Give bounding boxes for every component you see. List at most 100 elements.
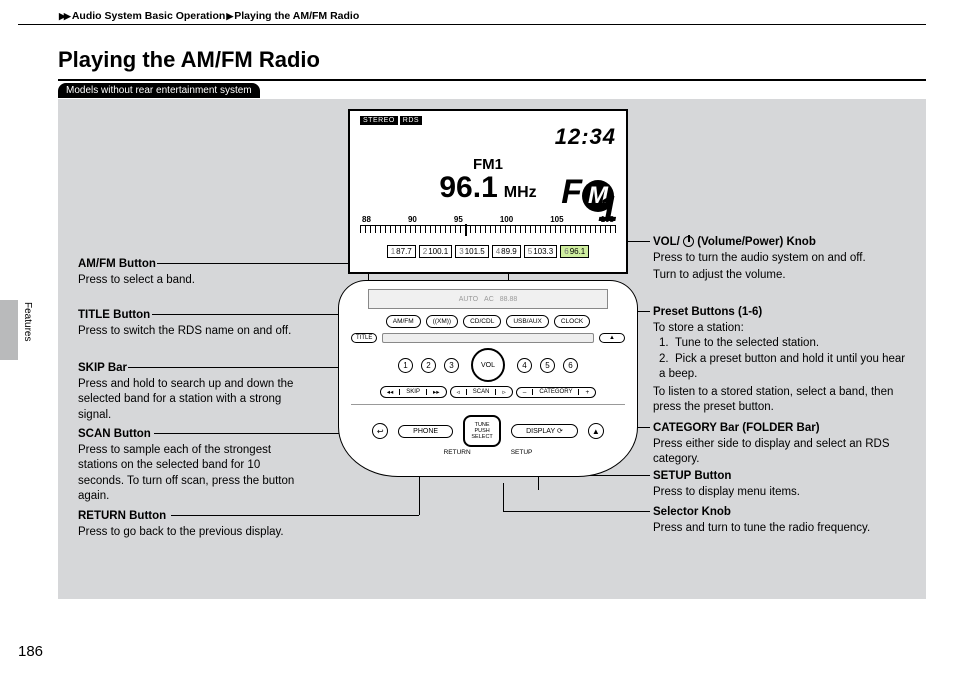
volume-knob[interactable]: VOL xyxy=(471,348,505,382)
frequency-dial: 889095100105108 xyxy=(360,215,616,239)
eject-button[interactable]: ▲ xyxy=(599,333,625,343)
preset-5-button[interactable]: 5 xyxy=(540,358,555,373)
radio-unit: STEREORDS 12:34 FM1 96.1MHz FM1 88909510… xyxy=(338,109,638,539)
lower-panel: ↩ PHONE TUNE PUSH SELECT DISPLAY ⟳ ▲ RET… xyxy=(351,404,625,456)
callout-desc: Press to turn the audio system on and of… xyxy=(653,251,908,267)
callout-desc: Turn to adjust the volume. xyxy=(653,268,908,284)
callout-amfm: AM/FM Button Press to select a band. xyxy=(78,257,298,288)
title-button[interactable]: TITLE xyxy=(351,333,377,343)
dial-marker xyxy=(465,224,467,236)
label-part: (Volume/Power) Knob xyxy=(694,236,816,248)
callout-title: SCAN Button xyxy=(78,427,298,443)
figure-area: AM/FM Button Press to select a band. TIT… xyxy=(58,99,926,599)
clock: 12:34 xyxy=(360,124,616,150)
callout-title: VOL/ (Volume/Power) Knob xyxy=(653,235,908,251)
preset-display: 696.1 xyxy=(560,245,589,258)
leader-line xyxy=(157,263,368,264)
cd-button[interactable]: CD/CDL xyxy=(463,315,501,328)
callout-desc: Press and hold to search up and down the… xyxy=(78,377,298,424)
dial-num: 95 xyxy=(454,215,463,224)
page-title: Playing the AM/FM Radio xyxy=(58,47,926,73)
preset-6-button[interactable]: 6 xyxy=(563,358,578,373)
callout-title: CATEGORY Bar (FOLDER Bar) xyxy=(653,421,908,437)
scan-label: SCAN xyxy=(466,389,497,395)
lower-row-2: RETURN SETUP xyxy=(351,449,625,456)
step-text: Pick a preset button and hold it until y… xyxy=(659,353,905,381)
preset-4-button[interactable]: 4 xyxy=(517,358,532,373)
callout-return: RETURN Button Press to go back to the pr… xyxy=(78,509,298,540)
dial-num: 88 xyxy=(362,215,371,224)
stereo-badge: STEREO xyxy=(360,116,398,125)
callout-desc: Press and turn to tune the radio frequen… xyxy=(653,521,908,537)
lower-row-1: ↩ PHONE TUNE PUSH SELECT DISPLAY ⟳ ▲ xyxy=(351,415,625,447)
phone-button[interactable]: PHONE xyxy=(398,425,453,438)
callout-category: CATEGORY Bar (FOLDER Bar) Press either s… xyxy=(653,421,908,468)
breadcrumb-1: Audio System Basic Operation xyxy=(72,10,225,22)
callout-title: RETURN Button xyxy=(78,509,298,525)
preset-1-button[interactable]: 1 xyxy=(398,358,413,373)
logo-f: F xyxy=(561,173,582,211)
fm-logo: FM1 xyxy=(561,173,614,212)
dial-num: 90 xyxy=(408,215,417,224)
page: ▶▶Audio System Basic Operation▶Playing t… xyxy=(0,0,954,674)
preset-3-button[interactable]: 3 xyxy=(444,358,459,373)
breadcrumb-2: Playing the AM/FM Radio xyxy=(234,10,359,22)
scan-bar[interactable]: ◃SCAN▹ xyxy=(450,386,513,398)
tune-label: TUNE PUSH SELECT xyxy=(471,422,492,440)
page-number: 186 xyxy=(18,643,43,660)
preset-display-row: 187.72100.13101.5489.95103.3696.1 xyxy=(360,245,616,258)
callout-selector: Selector Knob Press and turn to tune the… xyxy=(653,505,908,536)
callout-title: Preset Buttons (1-6) xyxy=(653,305,908,321)
skip-label: SKIP xyxy=(399,389,427,395)
preset-display: 489.9 xyxy=(492,245,521,258)
vol-label: VOL xyxy=(481,362,495,369)
callout-desc: Press to display menu items. xyxy=(653,485,908,501)
callout-vol: VOL/ (Volume/Power) Knob Press to turn t… xyxy=(653,235,908,284)
display-button[interactable]: DISPLAY ⟳ xyxy=(511,424,578,438)
callout-desc: To store a station: xyxy=(653,321,908,337)
dial-numbers: 889095100105108 xyxy=(360,215,616,224)
setup-label: SETUP xyxy=(511,449,533,456)
mini-text: AUTO xyxy=(459,296,478,303)
console-shell: AUTO AC 88.88 AM/FM ((XM)) CD/CDL USB/AU… xyxy=(338,280,638,477)
callout-title: TITLE Button xyxy=(78,308,298,324)
side-tab xyxy=(0,300,18,360)
eject-small-button[interactable]: ▲ xyxy=(588,423,604,439)
chevron-icon: ▶▶ xyxy=(59,11,69,22)
cat-plus-icon: + xyxy=(579,389,595,396)
scan-prev-icon: ◃ xyxy=(451,388,466,396)
category-bar[interactable]: –CATEGORY+ xyxy=(516,387,597,398)
cat-label: CATEGORY xyxy=(532,389,579,395)
callout-skip: SKIP Bar Press and hold to search up and… xyxy=(78,361,298,423)
frequency-value: 96.1 xyxy=(439,171,497,204)
status-badges: STEREORDS xyxy=(360,117,616,124)
usb-button[interactable]: USB/AUX xyxy=(506,315,549,328)
step-text: Tune to the selected station. xyxy=(675,337,819,349)
callout-step: 1. Tune to the selected station. xyxy=(653,336,908,352)
amfm-button[interactable]: AM/FM xyxy=(386,315,421,328)
callout-desc: Press to select a band. xyxy=(78,273,298,289)
callout-desc: Press to switch the RDS name on and off. xyxy=(78,324,298,340)
preset-button-row: 1 2 3 VOL 4 5 6 xyxy=(351,348,625,382)
return-icon-button[interactable]: ↩ xyxy=(372,423,388,439)
label-part: VOL/ xyxy=(653,236,683,248)
skip-bar[interactable]: ◂◂SKIP▸▸ xyxy=(380,386,447,398)
divider xyxy=(58,79,926,81)
callout-preset: Preset Buttons (1-6) To store a station:… xyxy=(653,305,908,416)
callout-step: 2. Pick a preset button and hold it unti… xyxy=(653,352,908,383)
callout-desc: To listen to a stored station, select a … xyxy=(653,385,908,416)
bar-row: ◂◂SKIP▸▸ ◃SCAN▹ –CATEGORY+ xyxy=(351,386,625,398)
preset-display: 2100.1 xyxy=(419,245,452,258)
cat-minus-icon: – xyxy=(517,389,533,396)
console: AUTO AC 88.88 AM/FM ((XM)) CD/CDL USB/AU… xyxy=(338,280,638,477)
tune-knob[interactable]: TUNE PUSH SELECT xyxy=(463,415,501,447)
clock-button[interactable]: CLOCK xyxy=(554,315,590,328)
callout-title: SETUP Button xyxy=(653,469,908,485)
preset-2-button[interactable]: 2 xyxy=(421,358,436,373)
dial-num: 100 xyxy=(500,215,513,224)
chevron-icon: ▶ xyxy=(226,11,231,22)
skip-prev-icon: ◂◂ xyxy=(381,388,400,396)
xm-button[interactable]: ((XM)) xyxy=(426,315,458,328)
side-label: Features xyxy=(22,302,33,341)
callout-desc: Press either side to display and select … xyxy=(653,437,908,468)
